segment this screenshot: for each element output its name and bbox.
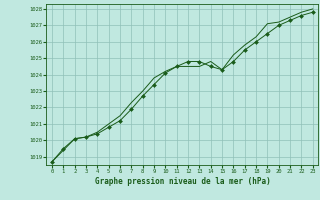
X-axis label: Graphe pression niveau de la mer (hPa): Graphe pression niveau de la mer (hPa) (94, 177, 270, 186)
